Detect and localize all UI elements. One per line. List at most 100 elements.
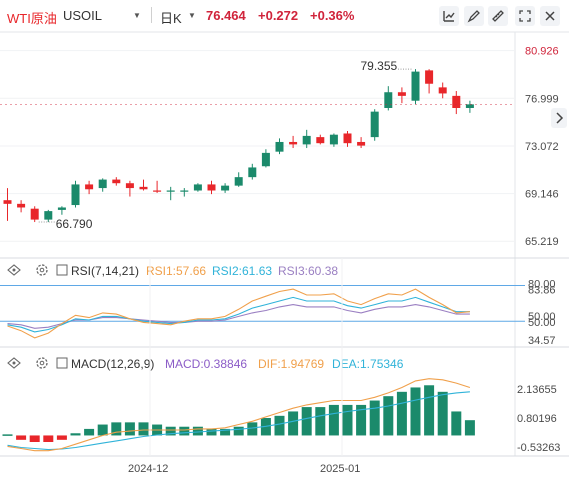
chart-type-icon[interactable] <box>439 6 459 26</box>
eye-outline <box>7 357 21 369</box>
eye-outline <box>7 264 21 276</box>
rsi-tick-label: 50.00 <box>528 317 556 329</box>
macd-histogram-bar <box>410 387 421 436</box>
candle-body <box>71 184 80 206</box>
header-divider <box>151 7 152 23</box>
macd-histogram-bar <box>56 435 67 440</box>
candle-body <box>44 211 53 220</box>
price-tick-label: 69.146 <box>525 189 559 201</box>
rsi-tick-label: 34.57 <box>528 335 556 347</box>
candle-body <box>98 179 107 189</box>
rsi3-value: RSI3:60.38 <box>278 264 338 278</box>
symbol-name[interactable]: WTI原油 <box>7 11 57 26</box>
rsi1-value: RSI1:57.66 <box>146 264 206 278</box>
fullscreen-icon[interactable] <box>515 6 535 26</box>
macd-histogram-bar <box>247 422 258 436</box>
macd-histogram-bar <box>70 433 81 436</box>
gear-outer <box>36 264 48 276</box>
current-price: 76.464 <box>206 8 246 23</box>
candle-body <box>166 190 175 192</box>
macd-histogram-bar <box>451 411 462 436</box>
macd-histogram-bar <box>165 426 176 436</box>
candle-body <box>275 141 284 152</box>
candle-body <box>465 104 474 108</box>
rsi1-line <box>7 288 470 339</box>
candle-body <box>221 185 230 191</box>
candle-body <box>425 70 434 84</box>
rsi-tick-label: 83.86 <box>528 285 556 297</box>
macd-histogram-bar <box>124 422 135 436</box>
macd-histogram-bar <box>437 391 448 436</box>
gear-icon[interactable] <box>36 264 48 276</box>
candle-body <box>248 167 257 178</box>
chevron-down-icon[interactable]: ▼ <box>133 11 141 20</box>
price-tick-label: 73.072 <box>525 141 559 153</box>
macd-histogram-bar <box>138 422 149 436</box>
candle-body <box>153 190 162 192</box>
macd-tick-label: 0.80196 <box>517 413 557 425</box>
price-change-pct: +0.36% <box>310 8 355 23</box>
macd-histogram-bar <box>84 428 95 436</box>
candle-body <box>261 152 270 167</box>
price-tick-label: 80.926 <box>525 46 559 58</box>
macd-histogram-bar <box>301 407 312 436</box>
macd-histogram-bar <box>97 424 108 436</box>
candle-body <box>234 177 243 186</box>
rsi-tick-label: 80.00 <box>528 279 556 291</box>
chevron-right-glyph <box>556 112 564 124</box>
candle-body <box>357 141 366 146</box>
gear-inner <box>39 360 45 366</box>
macd-histogram-bar <box>315 407 326 436</box>
macd-label: MACD(12,26,9) <box>71 357 154 371</box>
chart-header: WTI原油 USOIL ▼ 日K ▼ 76.464 +0.272 +0.36% <box>0 0 569 32</box>
eye-icon[interactable] <box>7 357 21 369</box>
macd-histogram-bar <box>206 428 217 436</box>
low-price-label: 66.790 <box>56 217 93 231</box>
candle-body <box>329 134 338 145</box>
interval-selector[interactable]: 日K <box>160 11 182 26</box>
macd-histogram-bar <box>29 435 40 442</box>
macd-histogram-bar <box>111 422 122 436</box>
price-tick-label: 76.999 <box>525 93 559 105</box>
draw-icon[interactable] <box>464 6 484 26</box>
macd-histogram-bar <box>396 391 407 436</box>
macd-histogram-bar <box>328 404 339 436</box>
candle-body <box>193 184 202 191</box>
gear-inner <box>39 267 45 273</box>
time-tick-label: 2025-01 <box>320 463 360 475</box>
chevron-down-icon[interactable]: ▼ <box>188 11 196 20</box>
ruler-icon[interactable] <box>488 6 508 26</box>
candle-body <box>289 141 298 145</box>
candle-body <box>302 135 311 145</box>
chevron-right-icon[interactable] <box>551 108 567 128</box>
indicator-box-icon <box>56 264 68 276</box>
macd-histogram-bar <box>464 420 475 436</box>
symbol-code[interactable]: USOIL <box>63 8 103 23</box>
candle-body <box>57 207 66 210</box>
macd-histogram-bar <box>288 411 299 436</box>
macd-histogram-bar <box>179 426 190 436</box>
rsi2-line <box>7 296 470 333</box>
candle-body <box>3 200 12 204</box>
close-icon[interactable] <box>540 6 560 26</box>
macd-histogram-bar <box>274 415 285 436</box>
macd-histogram-bar <box>192 426 203 436</box>
macd-histogram-bar <box>383 396 394 436</box>
candle-body <box>85 184 94 190</box>
macd-histogram-bar <box>2 434 13 436</box>
rsi2-value: RSI2:61.63 <box>212 264 272 278</box>
candle-body <box>207 184 216 191</box>
macd-histogram-bar <box>233 426 244 436</box>
candle-body <box>438 87 447 94</box>
rsi-tick-label: 50.00 <box>528 311 556 323</box>
rsi-label: RSI(7,14,21) <box>71 264 139 278</box>
indicator-box-icon <box>56 357 68 369</box>
candle-body <box>397 92 406 96</box>
price-tick-label: 65.219 <box>525 236 559 248</box>
candle-body <box>17 203 26 208</box>
candle-body <box>452 95 461 108</box>
gear-icon[interactable] <box>36 357 48 369</box>
eye-icon[interactable] <box>7 264 21 276</box>
candle-body <box>30 208 39 220</box>
